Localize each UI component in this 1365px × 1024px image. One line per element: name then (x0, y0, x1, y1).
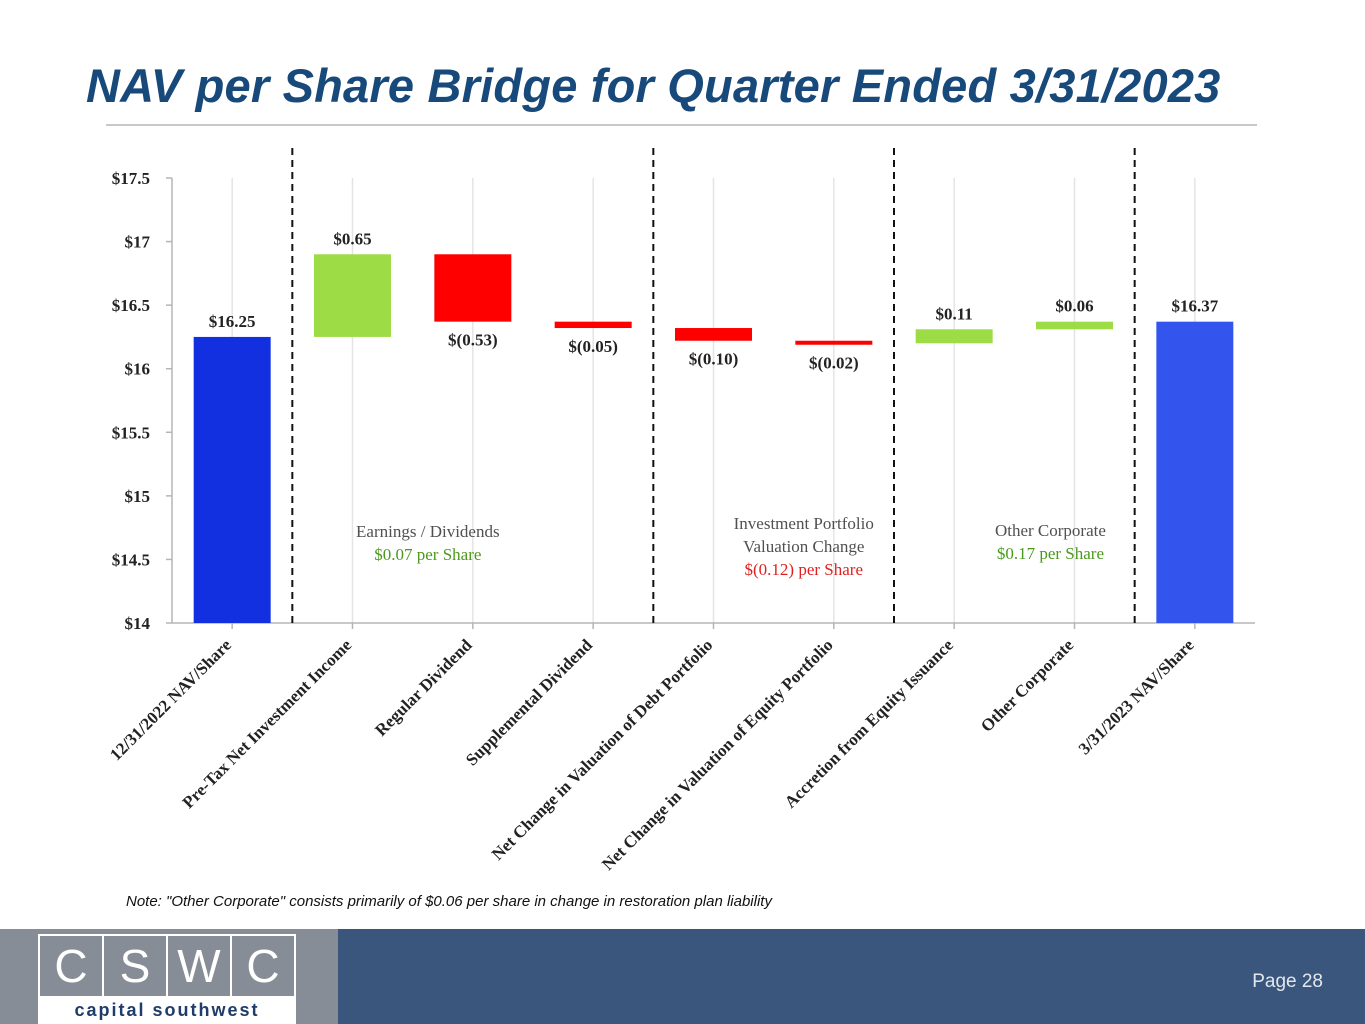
y-tick-label: $14.5 (112, 550, 150, 569)
logo-letter: W (166, 934, 232, 998)
data-label: $(0.10) (689, 350, 739, 369)
x-tick-label: 3/31/2023 NAV/Share (1075, 635, 1198, 758)
data-label: $(0.53) (448, 331, 498, 350)
y-tick-label: $14 (125, 614, 151, 633)
nav-bridge-chart: $17.5 $17 $16.5 $16 $15.5 $15 $14.5 $14 12/31/20… (106, 148, 1255, 874)
logo-letter: C (230, 934, 296, 998)
logo-letter: S (102, 934, 168, 998)
bar (675, 328, 752, 341)
y-tick-label: $17 (125, 233, 151, 252)
bar (434, 254, 512, 322)
x-tick-label: Net Change in Valuation of Equity Portfo… (598, 635, 837, 874)
slide-title: NAV per Share Bridge for Quarter Ended 3… (86, 59, 1221, 112)
group-annotation: Other Corporate (995, 521, 1106, 540)
company-logo: C S W C capital southwest (38, 934, 296, 1024)
bar (314, 254, 391, 337)
bar (554, 321, 632, 329)
data-label: $0.11 (936, 304, 973, 323)
x-tick-label: Net Change in Valuation of Debt Portfoli… (488, 635, 716, 863)
y-tick-label: $16.5 (112, 296, 150, 315)
bar (1036, 321, 1113, 330)
footnote: Note: "Other Corporate" consists primari… (126, 893, 772, 910)
group-annotation: $0.17 per Share (997, 544, 1104, 563)
x-tick-label: 12/31/2022 NAV/Share (106, 635, 235, 764)
data-label: $0.06 (1055, 297, 1093, 316)
bar (915, 329, 993, 344)
logo-tagline: capital southwest (74, 1000, 260, 1020)
group-annotation: $0.07 per Share (374, 545, 481, 564)
x-tick-label: Other Corporate (977, 635, 1078, 736)
y-tick-label: $15 (125, 487, 151, 506)
footer-bar: C S W C capital southwest Page 28 (0, 929, 1365, 1024)
logo-letter: C (38, 934, 104, 998)
y-tick-label: $15.5 (112, 423, 150, 442)
bar (193, 336, 271, 623)
group-annotation: Valuation Change (743, 537, 864, 556)
data-label: $(0.05) (568, 337, 618, 356)
group-annotation: $(0.12) per Share (745, 560, 864, 579)
y-tick-label: $17.5 (112, 169, 150, 188)
page-number: Page 28 (1252, 971, 1323, 992)
x-tick-label: Regular Dividend (371, 635, 476, 740)
title-divider (106, 124, 1257, 126)
group-annotation: Investment Portfolio (734, 514, 874, 533)
logo-panel: C S W C capital southwest (0, 929, 338, 1024)
data-label: $16.25 (209, 312, 256, 331)
x-tick-label: Supplemental Dividend (462, 635, 596, 769)
data-label: $(0.02) (809, 354, 859, 373)
bar (795, 340, 873, 345)
y-tick-label: $16 (125, 360, 151, 379)
logo-letters: C S W C (38, 934, 296, 998)
data-label: $0.65 (333, 229, 371, 248)
data-label: $16.37 (1171, 297, 1218, 316)
bar (1156, 321, 1234, 623)
group-annotation: Earnings / Dividends (356, 522, 500, 541)
